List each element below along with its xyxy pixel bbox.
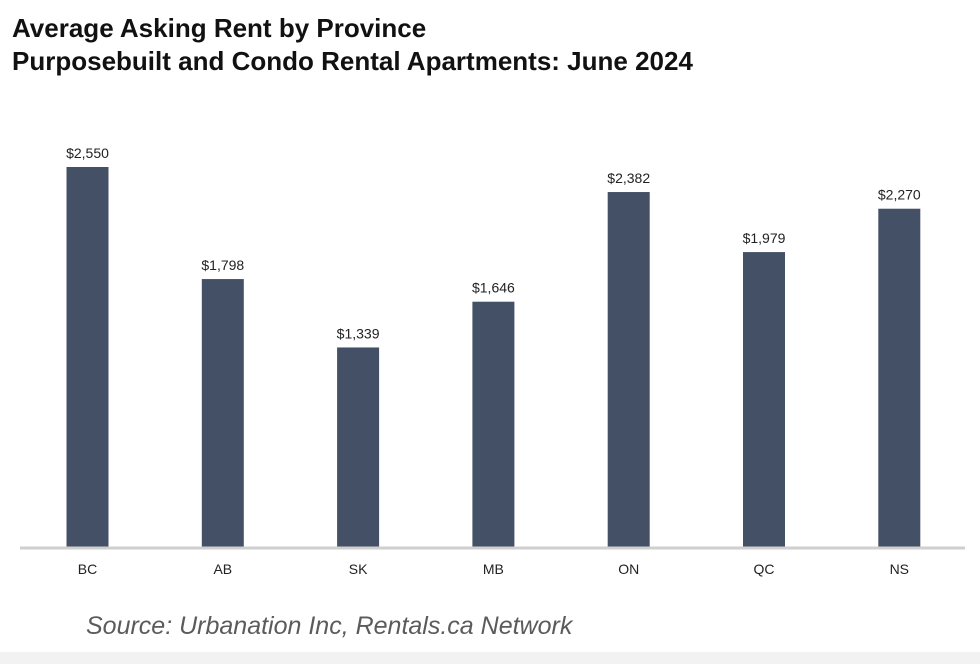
x-tick-label-mb: MB — [483, 561, 504, 577]
x-tick-label-ns: NS — [890, 561, 909, 577]
data-label-on: $2,382 — [607, 170, 650, 186]
x-tick-label-on: ON — [618, 561, 639, 577]
bottom-strip — [0, 652, 980, 664]
data-label-mb: $1,646 — [472, 280, 515, 296]
chart-title: Average Asking Rent by Province — [12, 13, 427, 43]
x-tick-label-bc: BC — [78, 561, 97, 577]
data-label-ns: $2,270 — [878, 187, 921, 203]
bar-bc — [66, 167, 109, 547]
bar-ab — [201, 279, 244, 547]
x-tick-label-sk: SK — [349, 561, 368, 577]
bar-on — [607, 192, 650, 548]
bar-sk — [337, 347, 380, 547]
data-label-sk: $1,339 — [337, 325, 380, 341]
x-tick-label-qc: QC — [754, 561, 775, 577]
source-note: Source: Urbanation Inc, Rentals.ca Netwo… — [86, 612, 573, 640]
bar-ns — [878, 208, 921, 547]
bar-mb — [472, 301, 515, 547]
x-tick-label-ab: AB — [213, 561, 232, 577]
data-label-qc: $1,979 — [743, 230, 786, 246]
chart-title-block: Average Asking Rent by Province Purposeb… — [12, 12, 693, 78]
data-label-ab: $1,798 — [201, 257, 244, 273]
bar-qc — [743, 252, 785, 547]
data-label-bc: $2,550 — [66, 145, 109, 161]
chart-subtitle: Purposebuilt and Condo Rental Apartments… — [12, 46, 693, 76]
